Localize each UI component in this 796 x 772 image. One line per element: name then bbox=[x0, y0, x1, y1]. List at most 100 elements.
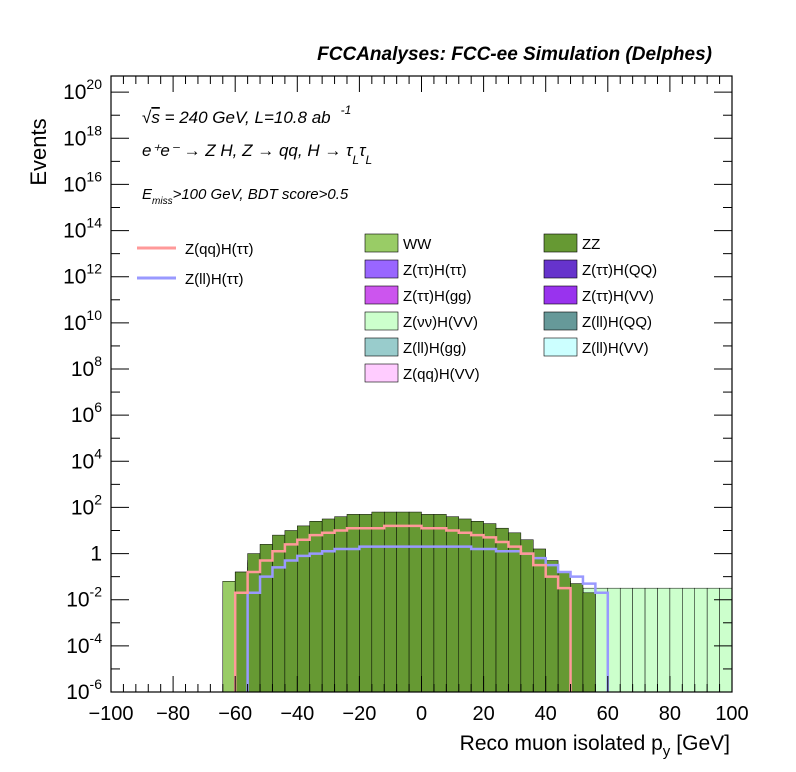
chart-title: FCCAnalyses: FCC-ee Simulation (Delphes) bbox=[317, 44, 712, 65]
y-tick-label: 104 bbox=[71, 445, 102, 473]
bar-zz bbox=[408, 511, 422, 693]
legend-label: Z(ll)H(QQ) bbox=[582, 314, 652, 331]
bar-zz bbox=[371, 511, 385, 693]
bar-z-h-vv bbox=[632, 587, 646, 693]
y-tick-base: 10 bbox=[63, 173, 86, 196]
legend-label: Z(ll)H(ττ) bbox=[185, 271, 244, 288]
y-tick-exponent: 16 bbox=[86, 168, 102, 184]
process-text: e⁺e⁻ → Z H, Z → qq, H → τ bbox=[142, 141, 354, 160]
y-tick-exponent: 6 bbox=[94, 399, 102, 415]
x-axis: −100 −80 −60 −40 −20 0 20 40 60 80 100 bbox=[88, 76, 749, 725]
bar-z-h-vv bbox=[595, 587, 609, 693]
y-tick-base: 10 bbox=[71, 404, 94, 427]
y-axis-label: Events bbox=[26, 118, 51, 185]
annotation-process: e⁺e⁻ → Z H, Z → qq, H → τLτL bbox=[142, 141, 372, 167]
bar-z-h-vv bbox=[669, 587, 683, 693]
y-tick-exponent: 4 bbox=[94, 445, 102, 461]
bar-z-h-vv bbox=[657, 587, 671, 693]
y-tick-exponent: 12 bbox=[86, 261, 102, 277]
bar-zz bbox=[334, 516, 348, 693]
legend-swatch-zz bbox=[543, 233, 578, 253]
legend-label: Z(ττ)H(QQ) bbox=[582, 262, 657, 279]
y-tick-label: 1020 bbox=[63, 76, 102, 104]
legend-label: Z(ττ)H(gg) bbox=[403, 288, 472, 305]
y-tick-label: 106 bbox=[71, 399, 102, 427]
legend-swatch-z-h-vv bbox=[543, 285, 578, 305]
legend-swatch-z-ll-h-gg bbox=[364, 337, 399, 357]
y-tick-base: 10 bbox=[63, 312, 86, 335]
x-tick-label: −20 bbox=[342, 703, 376, 725]
bar-zz bbox=[520, 539, 534, 693]
legend-label: Z(νν)H(VV) bbox=[403, 314, 478, 331]
y-tick-exponent: 10 bbox=[86, 307, 102, 323]
y-tick-exponent: 20 bbox=[86, 76, 102, 92]
annotation-cuts: Emiss>100 GeV, BDT score>0.5 bbox=[142, 186, 349, 207]
y-tick-label: 108 bbox=[71, 353, 102, 381]
y-tick-label: 1018 bbox=[63, 122, 102, 150]
bar-zz bbox=[396, 511, 410, 693]
legend-swatch-z-h-qq bbox=[543, 259, 578, 279]
bar-zz bbox=[309, 521, 323, 693]
y-tick-base: 10 bbox=[71, 358, 94, 381]
bar-zz bbox=[359, 514, 373, 693]
cuts-text: >100 GeV, BDT score>0.5 bbox=[173, 186, 349, 203]
bar-zz bbox=[272, 534, 286, 693]
bar-zz bbox=[433, 514, 447, 693]
legend-swatch-z-h-gg bbox=[364, 285, 399, 305]
y-tick-base: 10 bbox=[63, 220, 86, 243]
y-tick-base: 10 bbox=[63, 127, 86, 150]
x-tick-label: −40 bbox=[280, 703, 314, 725]
emiss-E: E bbox=[142, 186, 153, 203]
legend-swatch-z-ll-h-vv bbox=[543, 337, 578, 357]
tau-2: τ bbox=[359, 141, 367, 160]
bar-zz bbox=[533, 548, 546, 693]
bar-z-h-vv bbox=[682, 587, 695, 693]
bar-z-h-vv bbox=[706, 587, 720, 693]
y-tick-base: 10 bbox=[66, 589, 89, 612]
x-tick-label: 100 bbox=[715, 703, 748, 725]
bar-zz bbox=[582, 592, 596, 693]
legend-swatch-z-h-vv bbox=[364, 311, 399, 331]
bar-ww bbox=[222, 581, 236, 693]
legend-label: Z(qq)H(VV) bbox=[403, 366, 480, 383]
legend-label: WW bbox=[403, 236, 432, 253]
sqrt-symbol: √ bbox=[142, 108, 152, 127]
x-axis-label-sub: y bbox=[663, 743, 671, 760]
y-tick-exponent: 14 bbox=[86, 215, 102, 231]
legend: Z(qq)H(ττ) Z(ll)H(ττ) WW ZZ Z(ττ)H(ττ) Z(ττ)H… bbox=[137, 233, 657, 383]
legend-label: ZZ bbox=[582, 236, 600, 253]
bar-zz bbox=[259, 544, 273, 693]
bar-zz bbox=[383, 511, 397, 693]
y-tick-exponent: 18 bbox=[86, 122, 102, 138]
y-tick-base: 10 bbox=[71, 496, 94, 519]
y-tick-label: 1016 bbox=[63, 168, 102, 196]
y-tick-base: 10 bbox=[66, 681, 89, 704]
bar-zz bbox=[421, 514, 435, 693]
line-z-ll-h bbox=[246, 545, 610, 692]
bar-zz bbox=[247, 553, 261, 693]
y-tick-base: 10 bbox=[66, 635, 89, 658]
legend-label: Z(ττ)H(VV) bbox=[582, 288, 654, 305]
y-tick-label: 10-6 bbox=[66, 676, 102, 704]
annotation-block: √s = 240 GeV, L=10.8 ab -1 e⁺e⁻ → Z H, Z … bbox=[142, 103, 372, 207]
legend-label: Z(ττ)H(ττ) bbox=[403, 262, 467, 279]
y-tick-exponent: -6 bbox=[90, 676, 103, 692]
y-axis: 102010181016101410121010108106104102110-… bbox=[63, 76, 732, 704]
y-tick-label: 10-2 bbox=[66, 584, 102, 612]
energy-text: = 240 GeV, L=10.8 ab bbox=[160, 108, 331, 127]
legend-swatch-z-qq-h-vv bbox=[364, 363, 399, 383]
x-tick-label: 40 bbox=[535, 703, 557, 725]
tau-sub-2: L bbox=[365, 153, 372, 167]
y-tick-label: 1012 bbox=[63, 261, 102, 289]
y-tick-label: 1014 bbox=[63, 215, 102, 243]
legend-swatch-z-ll-h-qq bbox=[543, 311, 578, 331]
y-tick-exponent: -4 bbox=[90, 630, 103, 646]
x-tick-label: 0 bbox=[416, 703, 427, 725]
y-tick-exponent: -2 bbox=[90, 584, 103, 600]
x-tick-label: −80 bbox=[156, 703, 190, 725]
bar-zz bbox=[557, 571, 571, 693]
x-tick-label: −100 bbox=[88, 703, 133, 725]
bar-z-h-vv bbox=[607, 587, 621, 693]
y-tick-label: 102 bbox=[71, 491, 102, 519]
